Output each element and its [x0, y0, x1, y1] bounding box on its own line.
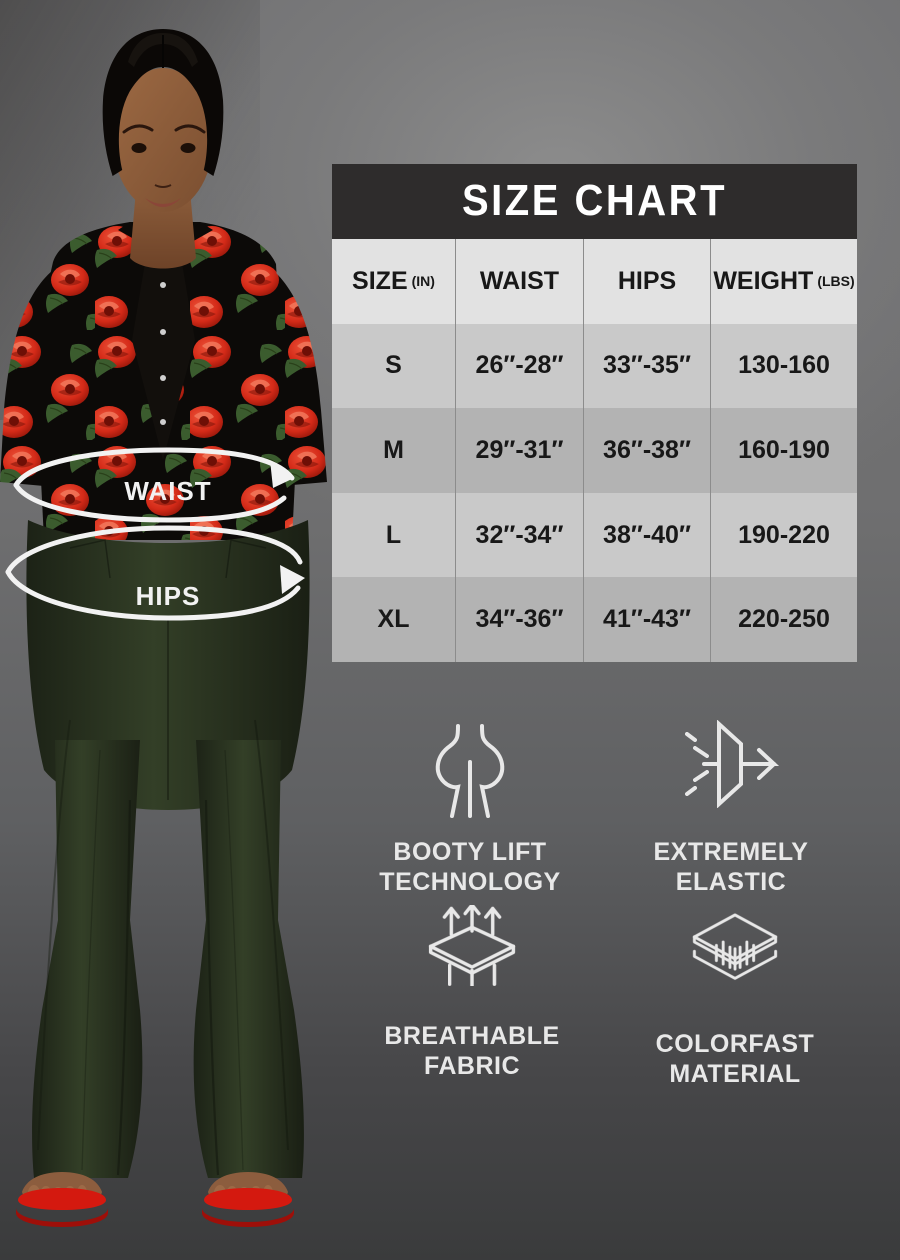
svg-text:WAIST: WAIST — [124, 476, 211, 506]
svg-text:HIPS: HIPS — [136, 581, 201, 611]
